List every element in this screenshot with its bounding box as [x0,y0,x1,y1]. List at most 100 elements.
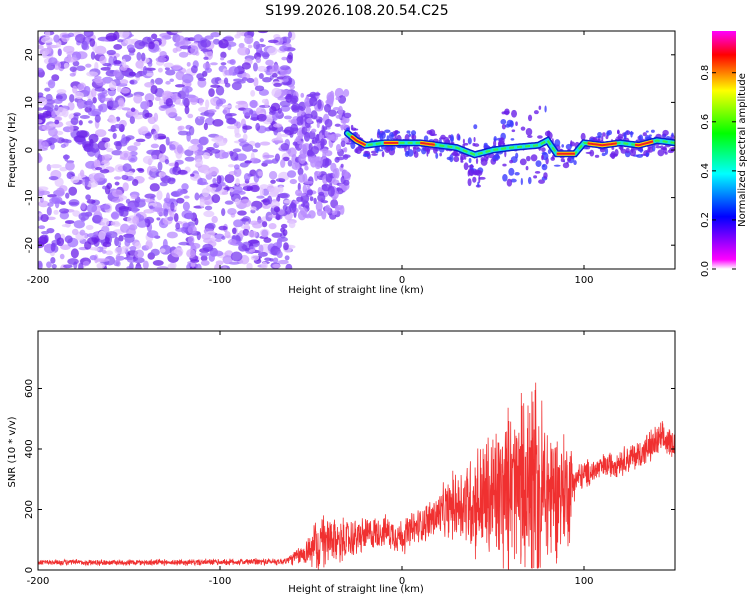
spectrogram-noise-blob [94,75,102,80]
spectrogram-noise-blob [158,152,166,162]
spectrogram-noise-blob [151,154,158,160]
spectrogram-noise-blob [220,51,227,59]
spectrogram-noise-blob [163,92,174,97]
spectrogram-noise-blob [266,46,278,56]
spectrogram-noise-blob [230,251,243,262]
spectrogram-noise-blob [72,85,78,94]
spectrogram-noise-blob [126,266,134,269]
spectrogram-noise-blob [335,143,342,152]
spectrogram-noise-blob [289,178,298,185]
spectrogram-noise-blob [212,177,217,185]
spectrogram-noise-blob [208,113,213,119]
spectrogram-noise-blob [112,189,123,198]
spectrogram-noise-blob [324,118,333,128]
spectrogram-noise-blob [107,128,118,132]
spectrogram-noise-blob [314,92,321,96]
spectrogram-noise-blob [162,238,168,249]
spectrogram-ytick-label: 20 [24,48,35,61]
spectrogram-noise-blob [51,110,56,118]
spectrogram-noise-blob [468,168,475,177]
spectrogram-noise-blob [519,158,527,166]
spectrogram-noise-blob [59,253,65,260]
spectrogram-noise-blob [124,38,135,45]
spectrogram-noise-blob [166,231,178,239]
spectrogram-noise-blob [534,170,541,174]
spectrogram-noise-blob [194,217,199,226]
spectrogram-noise-blob [157,67,163,73]
spectrogram-noise-blob [54,177,64,188]
spectrogram-noise-blob [255,122,261,131]
spectrogram-noise-blob [467,170,470,177]
spectrogram-noise-blob [47,79,56,89]
spectrogram-noise-blob [128,224,138,231]
spectrogram-noise-blob [241,77,248,82]
spectrogram-noise-blob [235,153,247,161]
spectrogram-noise-blob [211,215,218,224]
spectrogram-noise-blob [135,138,146,143]
spectrogram-noise-blob [144,132,152,139]
spectrogram-noise-blob [59,208,70,214]
spectrogram-noise-blob [664,151,668,155]
spectrogram-noise-blob [354,148,359,154]
spectrogram-noise-blob [38,153,42,163]
spectrogram-noise-blob [257,65,267,72]
spectrogram-noise-blob [47,202,54,207]
spectrogram-noise-blob [457,134,461,141]
spectrogram-noise-blob [182,201,190,211]
spectrogram-noise-blob [199,198,205,209]
spectrogram-noise-blob [57,48,62,57]
spectrogram-noise-blob [144,216,155,224]
spectrogram-noise-blob [95,166,103,171]
spectrogram-noise-blob [144,112,153,118]
spectrogram-noise-blob [46,137,58,144]
spectrogram-noise-blob [332,168,338,179]
spectrogram-noise-blob [72,60,80,67]
spectrogram-noise-blob [226,117,237,125]
spectrogram-noise-blob [69,94,75,103]
spectrogram-noise-blob [334,156,340,163]
spectrogram-noise-blob [203,169,210,175]
spectrogram-noise-blob [48,176,59,181]
spectrogram-noise-blob [237,46,249,56]
spectrogram-noise-blob [121,58,127,68]
spectrogram-noise-blob [113,69,121,78]
spectrogram-noise-blob [144,67,156,71]
spectrogram-noise-blob [53,209,59,215]
spectrogram-noise-blob [247,230,258,238]
spectrogram-noise-blob [97,258,110,262]
spectrogram-noise-blob [71,228,79,236]
spectrogram-xtick-label: -200 [27,275,50,286]
spectrogram-noise-blob [126,44,135,51]
spectrogram-noise-blob [527,176,532,185]
spectrogram-noise-blob [650,129,655,133]
spectrogram-noise-blob [156,217,161,221]
spectrogram-noise-blob [276,250,283,259]
spectrogram-noise-blob [256,219,264,223]
spectrogram-noise-blob [332,107,341,111]
spectrogram-noise-blob [515,152,519,159]
spectrogram-noise-blob [483,154,489,162]
spectrogram-noise-blob [272,123,283,128]
spectrogram-noise-blob [335,204,343,210]
spectrogram-noise-blob [362,153,370,158]
spectrogram-noise-blob [316,122,320,129]
spectrogram-noise-blob [203,56,209,60]
spectrogram-noise-blob [508,167,515,176]
spectrogram-noise-blob [249,99,258,109]
spectrogram-noise-blob [477,181,480,187]
spectrogram-noise-blob [617,130,620,135]
spectrogram-noise-blob [46,216,56,221]
spectrogram-noise-blob [92,214,102,224]
spectrogram-noise-blob [64,139,72,144]
spectrogram-noise-blob [202,243,214,252]
spectrogram-noise-blob [149,165,158,172]
spectrogram-noise-blob [671,146,675,150]
spectrogram-noise-blob [253,40,260,50]
spectrogram-noise-blob [250,254,260,261]
spectrogram-noise-blob [169,78,175,83]
spectrogram-noise-blob [617,133,624,141]
spectrogram-noise-blob [122,182,129,192]
spectrogram-noise-blob [233,164,240,170]
spectrogram-noise-blob [510,178,517,183]
spectrogram-noise-blob [537,135,543,139]
